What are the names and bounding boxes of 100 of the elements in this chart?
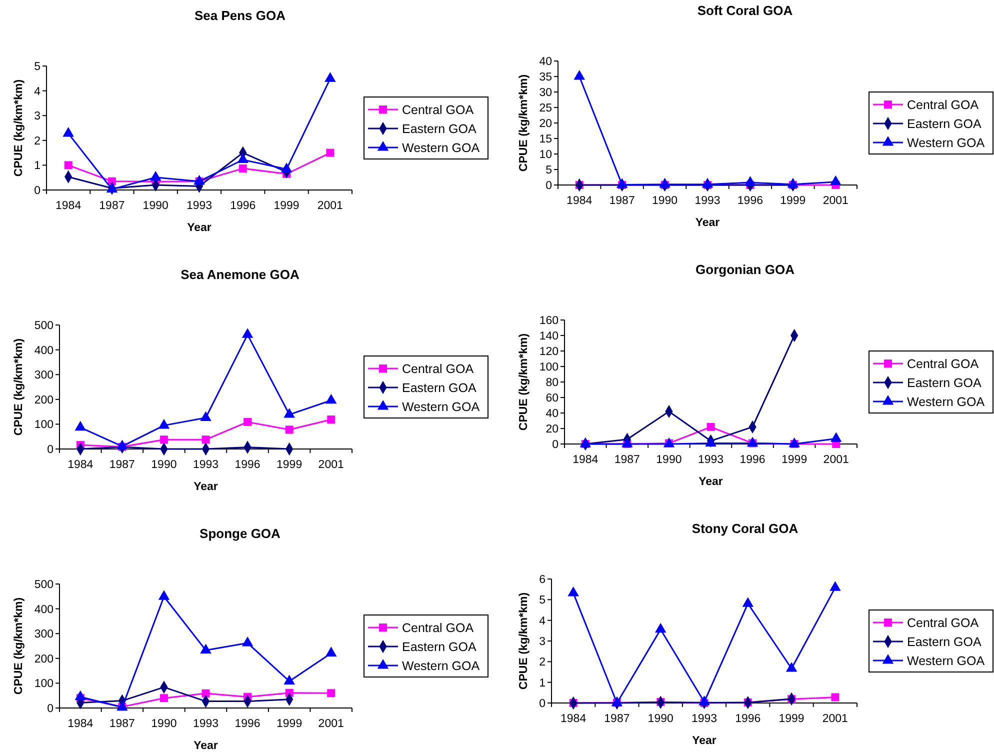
legend-label: Western GOA: [402, 141, 480, 155]
y-tick-label: 80: [546, 377, 558, 389]
x-tick-label: 1987: [99, 200, 125, 212]
x-tick-label: 1993: [192, 459, 219, 471]
point: [326, 148, 334, 157]
y-tick-label: 20: [546, 424, 558, 436]
point: [325, 646, 337, 656]
point: [74, 690, 86, 700]
point: [242, 328, 254, 338]
point: [202, 689, 210, 698]
x-axis-title: Year: [698, 476, 724, 488]
y-tick-label: 15: [539, 134, 552, 146]
legend-label: Western GOA: [907, 136, 986, 150]
y-tick-label: 1: [539, 677, 546, 690]
x-tick-label: 1990: [656, 454, 682, 466]
y-tick-label: 400: [34, 604, 54, 616]
x-tick-label: 2001: [318, 718, 344, 730]
point: [568, 586, 579, 596]
x-axis-title: Year: [194, 740, 218, 752]
x-tick-label: 2001: [822, 195, 848, 207]
y-axis-title: CPUE (kg/km*km): [518, 74, 530, 172]
point: [74, 420, 86, 431]
x-tick-label: 1990: [142, 200, 168, 212]
x-tick-label: 1990: [648, 713, 674, 725]
point: [238, 164, 247, 172]
legend-label: Eastern GOA: [907, 635, 982, 649]
x-axis-title: Year: [194, 481, 218, 493]
x-tick-label: 1999: [780, 195, 806, 207]
x-tick-label: 1996: [737, 195, 764, 207]
y-tick-label: 160: [539, 315, 558, 327]
x-axis-title: Year: [692, 735, 717, 747]
x-tick-label: 1996: [230, 200, 256, 212]
chart-title: Sea Anemone GOA: [180, 267, 300, 282]
x-tick-label: 1990: [652, 195, 678, 207]
legend-label: Western GOA: [907, 395, 986, 409]
x-tick-label: 1987: [109, 718, 135, 730]
x-tick-label: 1999: [276, 459, 302, 471]
point: [830, 581, 841, 591]
y-tick-label: 35: [539, 72, 552, 84]
point: [742, 597, 754, 607]
y-tick-label: 0: [539, 698, 546, 710]
y-tick-label: 2: [539, 656, 546, 669]
x-tick-label: 1993: [691, 713, 718, 725]
y-tick-label: 0: [47, 703, 54, 715]
point: [659, 178, 670, 188]
point: [831, 693, 840, 702]
x-tick-label: 1990: [151, 459, 177, 471]
point: [654, 622, 666, 633]
point: [616, 178, 628, 188]
y-axis-title: CPUE (kg/km*km): [13, 338, 25, 436]
point: [325, 394, 337, 404]
chart-title: Sea Pens GOA: [194, 8, 286, 23]
point: [574, 70, 585, 80]
legend-label: Central GOA: [907, 98, 980, 112]
x-axis-title: Year: [695, 217, 720, 229]
legend-label: Eastern GOA: [402, 640, 477, 654]
point: [284, 674, 295, 684]
y-tick-label: 300: [34, 370, 54, 382]
y-tick-label: 10: [539, 149, 552, 161]
y-tick-label: 0: [552, 439, 558, 451]
x-tick-label: 1999: [782, 454, 808, 466]
y-axis-title: CPUE (kg/km*km): [13, 79, 25, 177]
y-tick-label: 120: [539, 346, 558, 358]
x-tick-label: 2001: [318, 459, 344, 471]
point: [706, 422, 715, 431]
chart-title: Sponge GOA: [200, 526, 282, 541]
x-tick-label: 1999: [276, 718, 302, 730]
y-tick-label: 300: [34, 628, 54, 641]
x-tick-label: 1996: [234, 718, 260, 730]
x-tick-label: 1993: [192, 718, 219, 730]
x-tick-label: 1987: [604, 713, 630, 725]
legend-label: Western GOA: [907, 654, 986, 668]
x-tick-label: 1993: [694, 195, 720, 207]
y-tick-label: 0: [47, 444, 54, 456]
y-tick-label: 4: [539, 615, 546, 628]
y-tick-label: 40: [539, 56, 552, 68]
y-axis-title: CPUE (kg/km*km): [518, 592, 530, 690]
x-tick-label: 1987: [614, 454, 640, 466]
x-tick-label: 1999: [778, 713, 804, 725]
point: [237, 153, 249, 163]
point: [242, 636, 254, 646]
point: [284, 408, 295, 418]
y-axis-title: CPUE (kg/km*km): [518, 333, 530, 431]
y-tick-label: 0: [34, 185, 40, 197]
point: [744, 176, 756, 186]
point: [150, 170, 162, 181]
y-tick-label: 25: [539, 102, 552, 114]
y-tick-label: 100: [34, 419, 54, 432]
point: [786, 662, 798, 672]
y-tick-label: 40: [546, 408, 558, 420]
x-axis-title: Year: [187, 222, 212, 234]
point: [202, 436, 210, 444]
x-tick-label: 1993: [698, 454, 724, 466]
y-tick-label: 6: [539, 574, 546, 586]
point: [158, 418, 170, 429]
y-tick-label: 100: [34, 678, 54, 690]
x-tick-label: 1984: [68, 718, 94, 730]
y-tick-label: 200: [34, 394, 54, 406]
point: [327, 415, 336, 424]
point: [158, 590, 170, 600]
